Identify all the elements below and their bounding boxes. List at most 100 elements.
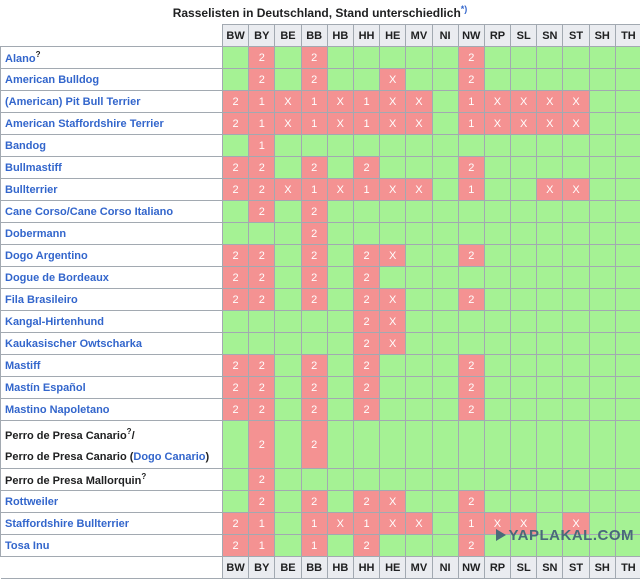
status-cell-sh: [589, 377, 615, 399]
breed-name-cell[interactable]: Bandog: [1, 135, 223, 157]
breed-name-cell[interactable]: American Staffordshire Terrier: [1, 113, 223, 135]
breed-link[interactable]: Rottweiler: [5, 496, 58, 508]
breed-name-cell[interactable]: Kaukasischer Owtscharka: [1, 333, 223, 355]
breed-link[interactable]: Kangal-Hirtenhund: [5, 316, 104, 328]
breed-link[interactable]: Dogo Argentino: [5, 250, 88, 262]
status-cell-bb: [301, 311, 327, 333]
breed-link[interactable]: Fila Brasileiro: [5, 294, 78, 306]
breed-link[interactable]: Mastín Español: [5, 382, 86, 394]
status-cell-th: [615, 201, 640, 223]
breed-link[interactable]: American Bulldog: [5, 74, 99, 86]
status-cell-hh: 2: [353, 399, 379, 421]
breed-link[interactable]: Dogue de Bordeaux: [5, 272, 109, 284]
status-cell-sl: [511, 421, 537, 469]
state-header-hh: HH: [353, 25, 379, 47]
status-cell-th: [615, 113, 640, 135]
status-cell-ni: [432, 355, 458, 377]
status-cell-st: [563, 47, 589, 69]
status-cell-mv: [406, 491, 432, 513]
breed-name-cell[interactable]: Dobermann: [1, 223, 223, 245]
status-cell-mv: [406, 69, 432, 91]
status-cell-sl: [511, 289, 537, 311]
status-cell-mv: [406, 399, 432, 421]
status-cell-by: 2: [249, 491, 275, 513]
status-cell-he: X: [380, 91, 406, 113]
status-cell-ni: [432, 223, 458, 245]
status-cell-he: [380, 201, 406, 223]
status-cell-be: X: [275, 91, 301, 113]
breed-name-cell[interactable]: Bullterrier: [1, 179, 223, 201]
breed-name-cell[interactable]: American Bulldog: [1, 69, 223, 91]
breed-footnote-marker[interactable]: ?: [141, 472, 146, 481]
status-cell-sl: [511, 333, 537, 355]
status-cell-sl: [511, 355, 537, 377]
breed-link[interactable]: Cane Corso/Cane Corso Italiano: [5, 206, 173, 218]
status-cell-st: [563, 333, 589, 355]
breed-link[interactable]: (American) Pit Bull Terrier: [5, 96, 141, 108]
caption-footnote-link[interactable]: *): [461, 4, 468, 14]
status-cell-nw: 1: [458, 113, 484, 135]
breed-link[interactable]: Alano: [5, 53, 36, 65]
breed-name-cell[interactable]: Mastiff: [1, 355, 223, 377]
breed-name-cell: Perro de Presa Canario?/Perro de Presa C…: [1, 421, 223, 469]
breed-link[interactable]: Dobermann: [5, 228, 66, 240]
status-cell-bb: 2: [301, 377, 327, 399]
status-cell-rp: [484, 157, 510, 179]
breed-name-cell[interactable]: Rottweiler: [1, 491, 223, 513]
breed-name-cell[interactable]: Staffordshire Bullterrier: [1, 513, 223, 535]
breed-footnote-marker[interactable]: ?: [36, 50, 41, 59]
status-cell-be: [275, 157, 301, 179]
breed-name-cell[interactable]: Kangal-Hirtenhund: [1, 311, 223, 333]
status-cell-bb: 1: [301, 513, 327, 535]
breed-name-cell[interactable]: Mastino Napoletano: [1, 399, 223, 421]
status-cell-sh: [589, 289, 615, 311]
status-cell-bw: 2: [223, 535, 249, 557]
breed-name-cell[interactable]: Mastín Español: [1, 377, 223, 399]
status-cell-sn: [537, 333, 563, 355]
table-row: Perro de Presa Mallorquin?2: [1, 469, 640, 491]
breed-link[interactable]: Kaukasischer Owtscharka: [5, 338, 142, 350]
status-cell-rp: [484, 245, 510, 267]
status-cell-he: [380, 135, 406, 157]
status-cell-sh: [589, 399, 615, 421]
status-cell-st: [563, 469, 589, 491]
status-cell-sl: [511, 245, 537, 267]
breed-link[interactable]: Bullmastiff: [5, 162, 62, 174]
status-cell-bw: [223, 491, 249, 513]
status-cell-hh: [353, 469, 379, 491]
breed-name-cell[interactable]: Dogo Argentino: [1, 245, 223, 267]
status-cell-mv: [406, 245, 432, 267]
status-cell-hb: X: [327, 513, 353, 535]
status-cell-by: 1: [249, 535, 275, 557]
status-cell-ni: [432, 47, 458, 69]
status-cell-nw: [458, 201, 484, 223]
breed-link[interactable]: Mastiff: [5, 360, 40, 372]
status-cell-mv: [406, 157, 432, 179]
breed-link[interactable]: Tosa Inu: [5, 540, 49, 552]
breed-name-cell[interactable]: Tosa Inu: [1, 535, 223, 557]
breed-alias-link[interactable]: Dogo Canario: [133, 451, 205, 463]
status-cell-hb: [327, 201, 353, 223]
status-cell-rp: [484, 469, 510, 491]
breed-name-cell[interactable]: Cane Corso/Cane Corso Italiano: [1, 201, 223, 223]
breed-link[interactable]: Bullterrier: [5, 184, 58, 196]
status-cell-sh: [589, 245, 615, 267]
status-cell-nw: 2: [458, 157, 484, 179]
status-cell-sh: [589, 311, 615, 333]
breed-name-cell[interactable]: Bullmastiff: [1, 157, 223, 179]
status-cell-by: 1: [249, 513, 275, 535]
breed-name-cell[interactable]: (American) Pit Bull Terrier: [1, 91, 223, 113]
breed-name-cell[interactable]: Dogue de Bordeaux: [1, 267, 223, 289]
breed-name-cell[interactable]: Fila Brasileiro: [1, 289, 223, 311]
status-cell-th: [615, 311, 640, 333]
breed-link[interactable]: Bandog: [5, 140, 46, 152]
breed-link[interactable]: Staffordshire Bullterrier: [5, 518, 129, 530]
breed-link[interactable]: American Staffordshire Terrier: [5, 118, 164, 130]
breed-name-cell[interactable]: Alano?: [1, 47, 223, 69]
breed-link[interactable]: Mastino Napoletano: [5, 404, 110, 416]
